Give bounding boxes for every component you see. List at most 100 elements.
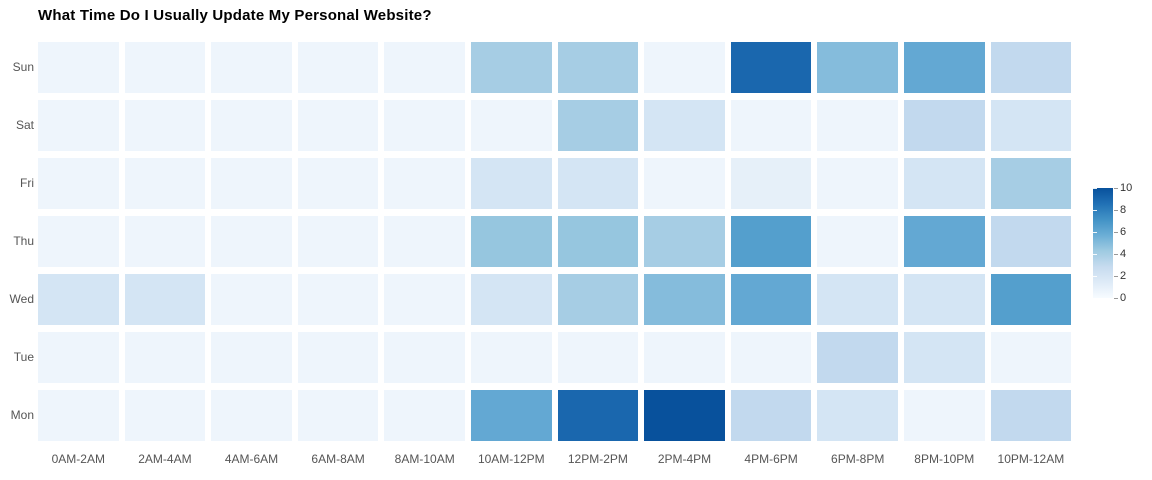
x-axis-label: 4AM-6AM [224, 452, 279, 466]
heatmap-cell[interactable] [211, 216, 292, 267]
heatmap-cell[interactable] [384, 158, 465, 209]
heatmap-cell[interactable] [38, 100, 119, 151]
heatmap-cell[interactable] [557, 158, 639, 209]
heatmap-cell[interactable] [990, 158, 1072, 209]
heatmap-cell[interactable] [644, 274, 725, 325]
heatmap-cell[interactable] [903, 274, 985, 325]
heatmap-cell[interactable] [384, 100, 465, 151]
legend-tick [1114, 232, 1118, 233]
heatmap-cell[interactable] [211, 332, 292, 383]
heatmap-cell[interactable] [730, 42, 812, 93]
heatmap-cell[interactable] [557, 332, 639, 383]
heatmap-cell[interactable] [817, 390, 898, 441]
legend-tick [1114, 254, 1118, 255]
heatmap-cell[interactable] [38, 390, 119, 441]
heatmap-cell[interactable] [297, 274, 379, 325]
y-axis-label: Tue [13, 350, 34, 364]
heatmap-cell[interactable] [990, 274, 1072, 325]
heatmap-cell[interactable] [297, 42, 379, 93]
heatmap-cell[interactable] [124, 274, 206, 325]
heatmap-cell[interactable] [124, 216, 206, 267]
chart-title: What Time Do I Usually Update My Persona… [38, 7, 432, 24]
heatmap-cell[interactable] [644, 332, 725, 383]
heatmap-cell[interactable] [730, 216, 812, 267]
heatmap-cell[interactable] [124, 42, 206, 93]
x-axis-label: 10AM-12PM [477, 452, 545, 466]
heatmap-cell[interactable] [297, 158, 379, 209]
heatmap-cell[interactable] [817, 332, 898, 383]
heatmap-cell[interactable] [470, 274, 552, 325]
heatmap-cell[interactable] [384, 332, 465, 383]
heatmap-cell[interactable] [644, 158, 725, 209]
heatmap-cell[interactable] [730, 390, 812, 441]
legend-tick-label: 2 [1120, 270, 1127, 282]
heatmap-cell[interactable] [470, 332, 552, 383]
heatmap-cell[interactable] [38, 332, 119, 383]
heatmap-cell[interactable] [470, 390, 552, 441]
y-axis-label: Thu [13, 234, 34, 248]
heatmap-cell[interactable] [557, 390, 639, 441]
heatmap-cell[interactable] [557, 216, 639, 267]
heatmap-cell[interactable] [730, 158, 812, 209]
heatmap-cell[interactable] [990, 42, 1072, 93]
heatmap-cell[interactable] [38, 158, 119, 209]
x-axis-label: 0AM-2AM [51, 452, 105, 466]
legend-gradient-bar [1093, 188, 1113, 298]
legend-tick-label: 6 [1120, 226, 1127, 238]
heatmap-cell[interactable] [124, 100, 206, 151]
heatmap-cell[interactable] [38, 42, 119, 93]
heatmap-cell[interactable] [990, 332, 1072, 383]
heatmap-cell[interactable] [211, 100, 292, 151]
heatmap-cell[interactable] [211, 158, 292, 209]
heatmap-cell[interactable] [817, 216, 898, 267]
heatmap-cell[interactable] [903, 216, 985, 267]
heatmap-cell[interactable] [297, 216, 379, 267]
heatmap-cell[interactable] [470, 216, 552, 267]
heatmap-cell[interactable] [903, 42, 985, 93]
heatmap-cell[interactable] [817, 274, 898, 325]
heatmap-cell[interactable] [384, 42, 465, 93]
heatmap-cell[interactable] [384, 216, 465, 267]
heatmap-cell[interactable] [644, 390, 725, 441]
heatmap-cell[interactable] [817, 100, 898, 151]
legend-tick [1093, 298, 1097, 299]
heatmap-cell[interactable] [903, 390, 985, 441]
heatmap-cell[interactable] [124, 390, 206, 441]
heatmap-cell[interactable] [211, 274, 292, 325]
heatmap-cell[interactable] [903, 100, 985, 151]
heatmap-cell[interactable] [470, 42, 552, 93]
heatmap-cell[interactable] [644, 100, 725, 151]
heatmap-cell[interactable] [384, 390, 465, 441]
heatmap-cell[interactable] [211, 390, 292, 441]
heatmap-cell[interactable] [644, 42, 725, 93]
y-axis-label: Fri [20, 176, 34, 190]
heatmap-cell[interactable] [644, 216, 725, 267]
heatmap-cell[interactable] [557, 42, 639, 93]
heatmap-cell[interactable] [990, 216, 1072, 267]
heatmap-cell[interactable] [124, 332, 206, 383]
heatmap-cell[interactable] [990, 390, 1072, 441]
heatmap-cell[interactable] [297, 332, 379, 383]
heatmap-cell[interactable] [297, 100, 379, 151]
heatmap-cell[interactable] [211, 42, 292, 93]
x-axis-label: 8AM-10AM [394, 452, 455, 466]
heatmap-cell[interactable] [38, 274, 119, 325]
heatmap-cell[interactable] [817, 158, 898, 209]
heatmap-cell[interactable] [124, 158, 206, 209]
heatmap-cell[interactable] [990, 100, 1072, 151]
heatmap-cell[interactable] [730, 274, 812, 325]
heatmap-cell[interactable] [730, 332, 812, 383]
heatmap-cell[interactable] [384, 274, 465, 325]
heatmap-cell[interactable] [297, 390, 379, 441]
heatmap-cell[interactable] [470, 158, 552, 209]
y-axis-label: Sun [12, 60, 34, 74]
heatmap-cell[interactable] [903, 158, 985, 209]
heatmap-cell[interactable] [557, 100, 639, 151]
heatmap-cell[interactable] [38, 216, 119, 267]
heatmap-cell[interactable] [557, 274, 639, 325]
heatmap-cell[interactable] [470, 100, 552, 151]
heatmap-cell[interactable] [903, 332, 985, 383]
heatmap-cell[interactable] [730, 100, 812, 151]
heatmap-cell[interactable] [817, 42, 898, 93]
